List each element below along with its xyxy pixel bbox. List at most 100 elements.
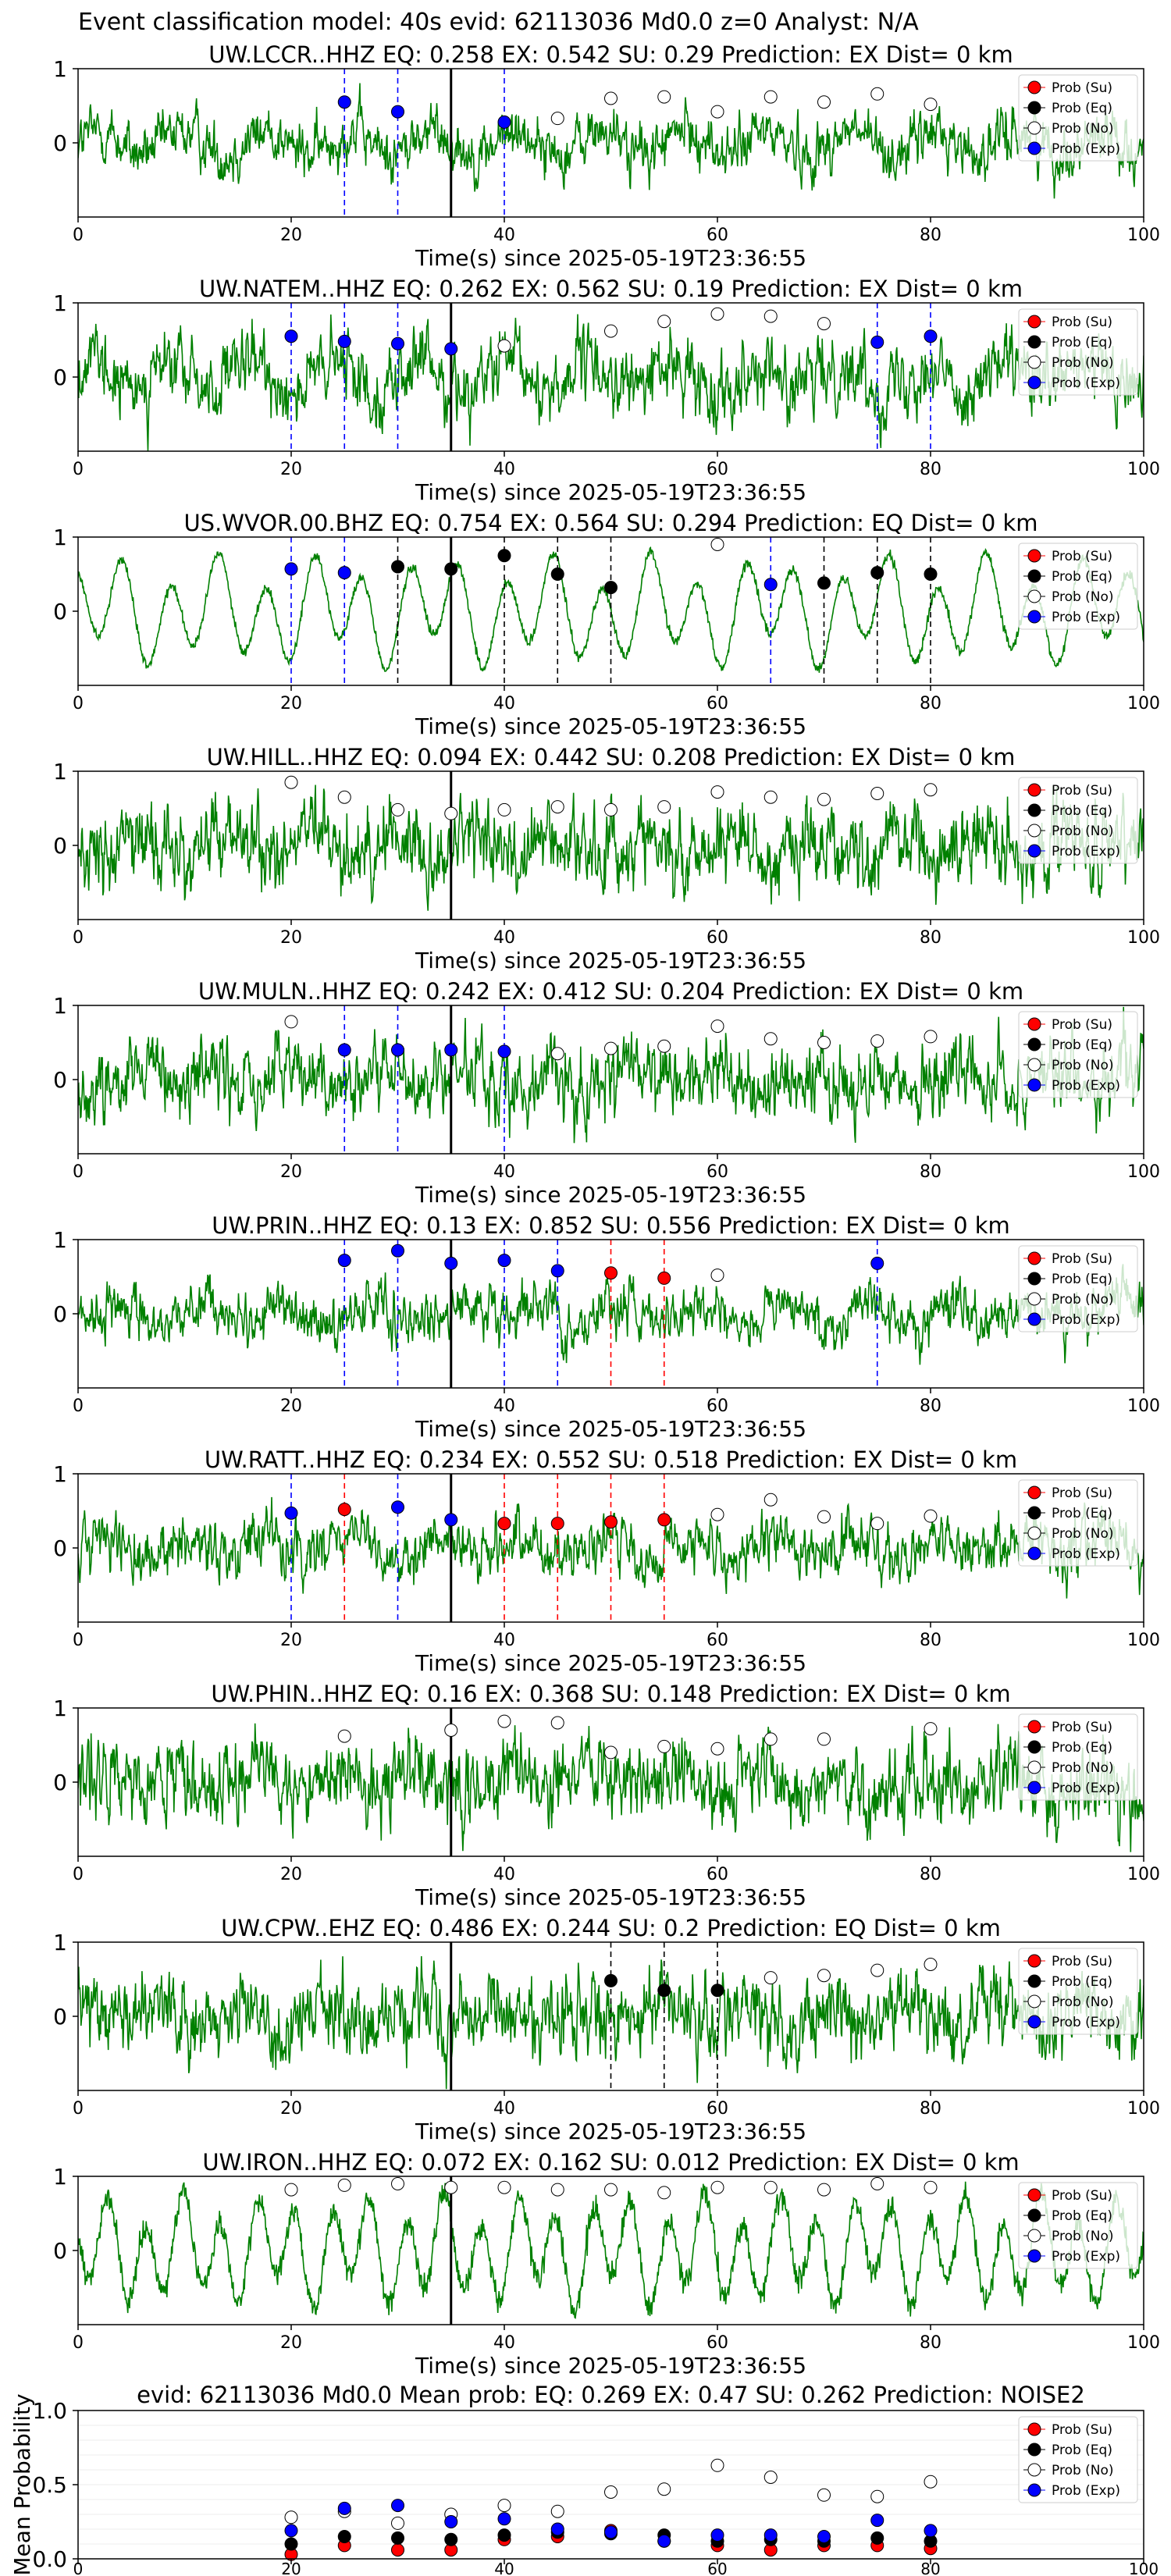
y-tick-label: 1 xyxy=(53,759,67,785)
x-tick-label: 80 xyxy=(920,1865,941,1884)
prob-marker-no xyxy=(604,1041,618,1055)
y-tick-label: 1.0 xyxy=(32,2398,67,2424)
y-tick-label: 1 xyxy=(53,525,67,550)
prob-marker-su xyxy=(497,1517,511,1531)
prob-marker-no xyxy=(604,1745,618,1759)
prob-marker-no xyxy=(710,785,724,799)
y-tick-label: 1 xyxy=(53,290,67,316)
prob-marker-eq xyxy=(604,581,618,595)
prob-marker-no xyxy=(497,339,511,353)
prob-marker-no xyxy=(550,800,564,814)
mean-marker-exp xyxy=(391,2499,404,2513)
legend-marker-no xyxy=(1027,121,1041,135)
legend-marker-exp xyxy=(1027,2249,1041,2263)
y-tick-label: 1 xyxy=(53,1227,67,1253)
y-tick-label: 0 xyxy=(53,1301,67,1327)
legend-marker-no xyxy=(1027,1994,1041,2008)
legend-label-exp: Prob (Exp) xyxy=(1052,1781,1120,1796)
x-axis-label: Time(s) since 2025-05-19T23:36:55 xyxy=(415,245,806,271)
waveform-trace xyxy=(78,314,1144,451)
prob-marker-no xyxy=(924,1509,938,1523)
legend-marker-su xyxy=(1027,2188,1041,2202)
prob-marker-no xyxy=(391,802,404,817)
prob-marker-eq xyxy=(924,568,938,581)
legend-label-exp: Prob (Exp) xyxy=(1052,610,1120,625)
prob-marker-no xyxy=(710,1507,724,1521)
legend-marker-eq xyxy=(1027,2208,1041,2222)
x-tick-label: 60 xyxy=(707,1865,728,1884)
x-tick-label: 20 xyxy=(281,2560,301,2576)
legend-marker-no xyxy=(1027,589,1041,603)
prob-marker-no xyxy=(657,315,671,329)
waveform-trace xyxy=(78,1006,1144,1144)
x-tick-label: 0 xyxy=(73,1631,84,1650)
prob-marker-no xyxy=(710,307,724,321)
legend-marker-su xyxy=(1027,783,1041,797)
legend-label-no: Prob (No) xyxy=(1052,355,1114,371)
prob-marker-no xyxy=(817,1036,831,1049)
mean-marker-no xyxy=(870,2489,884,2503)
mean-marker-eq xyxy=(337,2530,351,2543)
legend-marker-su xyxy=(1027,2422,1041,2436)
prob-marker-exp xyxy=(497,1254,511,1268)
x-axis-label: Time(s) since 2025-05-19T23:36:55 xyxy=(415,1884,806,1910)
prob-marker-no xyxy=(657,90,671,104)
panel-title: UW.NATEM..HHZ EQ: 0.262 EX: 0.562 SU: 0.… xyxy=(199,276,1023,302)
figure-suptitle: Event classification model: 40s evid: 62… xyxy=(78,9,919,36)
x-tick-label: 40 xyxy=(493,460,515,479)
prob-marker-eq xyxy=(817,576,831,590)
x-tick-label: 60 xyxy=(707,694,728,713)
x-tick-label: 40 xyxy=(493,1162,515,1182)
x-tick-label: 60 xyxy=(707,460,728,479)
mean-marker-exp xyxy=(444,2515,458,2528)
x-axis-label: Time(s) since 2025-05-19T23:36:55 xyxy=(415,2119,806,2144)
prob-marker-no xyxy=(710,1268,724,1283)
prob-marker-exp xyxy=(870,1256,884,1270)
x-tick-label: 40 xyxy=(493,2099,515,2119)
prob-marker-exp xyxy=(337,566,351,580)
prob-marker-no xyxy=(604,324,618,338)
x-tick-label: 100 xyxy=(1127,1631,1160,1650)
x-tick-label: 100 xyxy=(1127,2333,1160,2353)
x-tick-label: 80 xyxy=(920,2099,941,2119)
prob-marker-no xyxy=(710,538,724,551)
prob-marker-no xyxy=(763,1493,778,1507)
prob-marker-no xyxy=(817,1732,831,1746)
y-tick-label: 0 xyxy=(53,1535,67,1561)
x-tick-label: 20 xyxy=(280,1865,302,1884)
x-tick-label: 80 xyxy=(920,1631,941,1650)
mean-marker-eq xyxy=(284,2537,298,2551)
prob-marker-exp xyxy=(337,1254,351,1268)
legend-label-su: Prob (Su) xyxy=(1052,783,1112,799)
prob-marker-no xyxy=(817,2183,831,2197)
legend-marker-exp xyxy=(1027,1781,1041,1795)
panel-title: UW.PHIN..HHZ EQ: 0.16 EX: 0.368 SU: 0.14… xyxy=(211,1681,1010,1707)
x-tick-label: 60 xyxy=(707,1162,728,1182)
prob-marker-no xyxy=(284,775,298,789)
legend-label-eq: Prob (Eq) xyxy=(1052,335,1112,350)
legend-label-no: Prob (No) xyxy=(1052,1760,1114,1776)
legend-marker-no xyxy=(1027,355,1041,369)
mean-marker-no xyxy=(817,2488,831,2502)
legend-marker-exp xyxy=(1027,375,1041,390)
x-tick-label: 100 xyxy=(1127,2099,1160,2119)
prob-marker-no xyxy=(284,1015,298,1029)
legend-label-no: Prob (No) xyxy=(1052,1292,1114,1308)
x-tick-label: 80 xyxy=(920,460,941,479)
panel-title: UW.CPW..EHZ EQ: 0.486 EX: 0.244 SU: 0.2 … xyxy=(221,1915,1001,1941)
y-tick-label: 1 xyxy=(53,993,67,1019)
legend-label-su: Prob (Su) xyxy=(1052,80,1112,96)
station-panel: UW.MULN..HHZ EQ: 0.242 EX: 0.412 SU: 0.2… xyxy=(53,978,1160,1208)
x-axis-label: Time(s) since 2025-05-19T23:36:55 xyxy=(415,2353,806,2379)
prob-marker-exp xyxy=(391,105,404,119)
x-tick-label: 20 xyxy=(280,694,302,713)
x-tick-label: 20 xyxy=(280,1397,302,1416)
panel-title: UW.IRON..HHZ EQ: 0.072 EX: 0.162 SU: 0.0… xyxy=(202,2149,1019,2176)
x-tick-label: 40 xyxy=(493,928,515,948)
station-panel: UW.HILL..HHZ EQ: 0.094 EX: 0.442 SU: 0.2… xyxy=(53,744,1160,973)
legend-marker-eq xyxy=(1027,2443,1041,2457)
legend-label-exp: Prob (Exp) xyxy=(1052,141,1120,157)
y-tick-label: 0 xyxy=(53,833,67,859)
prob-marker-su xyxy=(337,1503,351,1517)
prob-marker-no xyxy=(924,2180,938,2194)
